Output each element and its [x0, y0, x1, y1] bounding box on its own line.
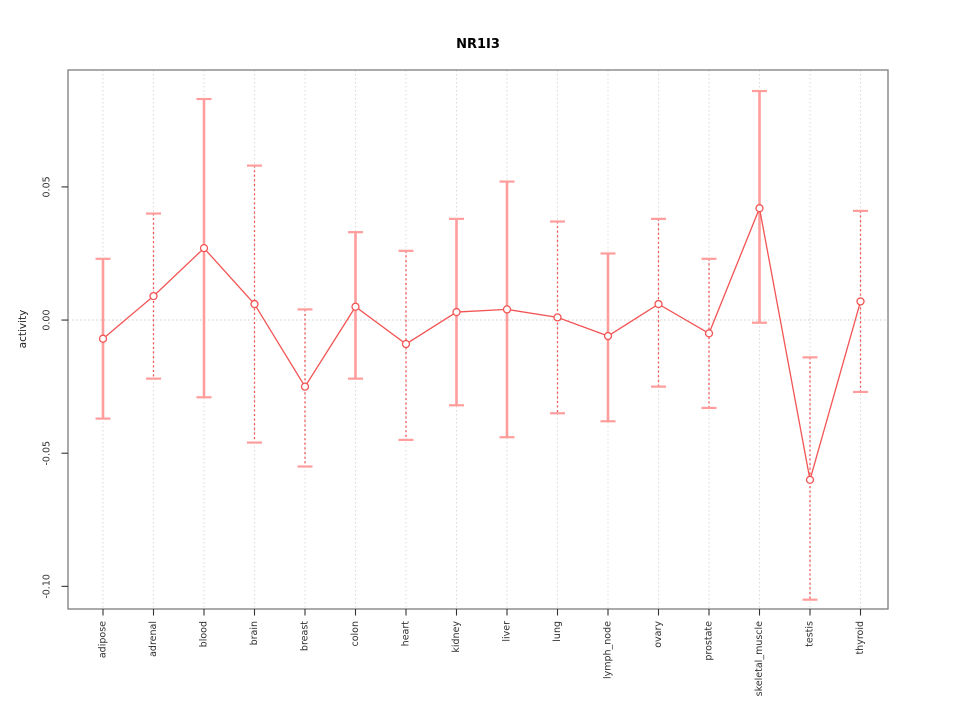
data-point	[149, 291, 158, 301]
data-point	[351, 302, 360, 311]
x-tick-label: thyroid	[855, 621, 866, 655]
series-line	[102, 205, 862, 481]
x-tick-label: heart	[401, 621, 412, 647]
data-point	[401, 339, 411, 349]
x-tick-label: kidney	[451, 621, 462, 653]
plot-border	[67, 69, 889, 610]
x-tick-label: lymph_node	[603, 621, 614, 679]
data-point	[502, 305, 512, 314]
y-tick-label: 0.05	[42, 176, 53, 197]
x-tick-label: lung	[552, 621, 563, 642]
data-point	[856, 297, 865, 306]
x-tick-label: ovary	[653, 621, 664, 648]
y-tick-label: -0.05	[42, 441, 53, 466]
data-point	[98, 334, 108, 343]
data-point	[755, 204, 764, 213]
x-tick-label: testis	[805, 621, 816, 647]
plot-title: NR1I3	[456, 37, 500, 52]
data-point	[250, 299, 259, 309]
x-tick-label: breast	[300, 621, 311, 651]
data-point	[300, 382, 310, 391]
y-axis-title: activity	[17, 309, 29, 349]
x-tick-label: skeletal_muscle	[754, 621, 765, 696]
data-point	[805, 475, 815, 484]
data-point	[452, 307, 461, 317]
data-point	[654, 299, 663, 309]
x-tick-label: adrenal	[148, 621, 159, 657]
data-point	[603, 331, 613, 341]
x-tick-label: adipose	[98, 621, 109, 658]
y-tick-label: 0.00	[42, 309, 53, 330]
x-tick-label: blood	[199, 621, 210, 647]
x-tick-label: brain	[249, 621, 260, 645]
data-point	[199, 244, 209, 253]
x-tick-label: prostate	[704, 621, 715, 661]
data-point	[553, 313, 562, 322]
x-tick-label: liver	[502, 621, 513, 642]
y-tick-label: -0.10	[42, 574, 53, 599]
x-tick-label: colon	[350, 621, 361, 647]
data-point	[704, 329, 714, 338]
